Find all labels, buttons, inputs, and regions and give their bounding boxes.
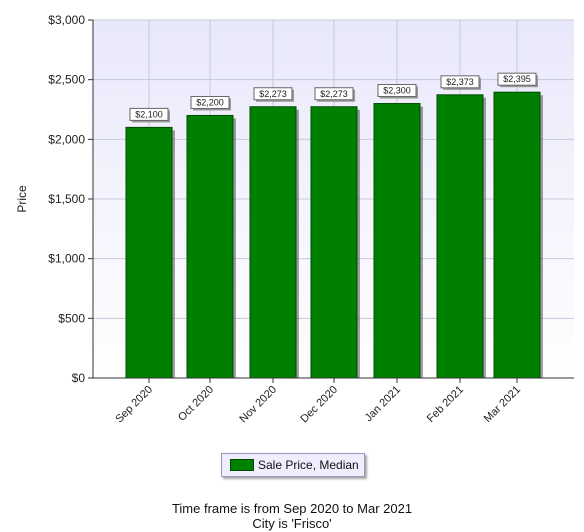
x-tick-label: Oct 2020 bbox=[176, 384, 216, 424]
data-label-box bbox=[377, 84, 417, 98]
bar bbox=[249, 106, 297, 379]
y-tick-label: $2,000 bbox=[48, 132, 85, 146]
data-label: $2,200 bbox=[196, 97, 224, 107]
data-label: $2,395 bbox=[503, 74, 531, 84]
data-label: $2,273 bbox=[259, 89, 287, 99]
x-tick-label: Dec 2020 bbox=[298, 384, 340, 426]
data-label-box bbox=[497, 72, 537, 86]
x-ticks: Sep 2020 Oct 2020 Nov 2020 Dec 2020 Jan 2021… bbox=[113, 378, 523, 425]
bar bbox=[186, 114, 234, 379]
legend-label: Sale Price, Median bbox=[258, 458, 359, 472]
y-tick-label: $0 bbox=[72, 371, 86, 385]
x-tick-label: Feb 2021 bbox=[425, 384, 466, 425]
data-label-box bbox=[314, 87, 354, 101]
data-label-box bbox=[129, 107, 169, 121]
data-labels: $2,100 $2,200 $2,273 $2,273 $2,300 $2,373 $2,3… bbox=[129, 72, 538, 123]
bars bbox=[125, 91, 543, 379]
data-label: $2,273 bbox=[320, 89, 348, 99]
data-label-box bbox=[253, 87, 293, 101]
bar bbox=[310, 106, 358, 379]
x-tick-label: Nov 2020 bbox=[237, 384, 279, 426]
y-axis-title: Price bbox=[15, 185, 29, 213]
data-label-box bbox=[440, 75, 480, 89]
legend: Sale Price, Median bbox=[221, 453, 365, 477]
y-tick-label: $3,000 bbox=[48, 13, 85, 27]
timeframe-caption: Time frame is from Sep 2020 to Mar 2021 bbox=[171, 501, 413, 516]
data-label: $2,100 bbox=[135, 109, 163, 119]
data-label: $2,373 bbox=[446, 77, 474, 87]
bar bbox=[125, 126, 173, 379]
y-tick-label: $1,000 bbox=[48, 252, 85, 266]
bar bbox=[373, 103, 421, 379]
bar-chart: $0 $500 $1,000 $1,500 $2,000 $2,500 $3,000 Sep… bbox=[15, 13, 574, 425]
y-ticks: $0 $500 $1,000 $1,500 $2,000 $2,500 $3,000 bbox=[48, 13, 93, 385]
data-label: $2,300 bbox=[383, 86, 411, 96]
bar bbox=[436, 94, 484, 379]
data-label-box bbox=[190, 95, 230, 109]
y-tick-label: $500 bbox=[58, 311, 85, 325]
x-tick-label: Sep 2020 bbox=[113, 384, 155, 426]
y-tick-label: $1,500 bbox=[48, 192, 85, 206]
bar bbox=[493, 91, 541, 379]
y-tick-label: $2,500 bbox=[48, 73, 85, 87]
city-caption: City is 'Frisco' bbox=[252, 516, 332, 531]
legend-swatch bbox=[230, 459, 254, 471]
x-tick-label: Mar 2021 bbox=[482, 384, 523, 425]
x-tick-label: Jan 2021 bbox=[363, 384, 403, 424]
